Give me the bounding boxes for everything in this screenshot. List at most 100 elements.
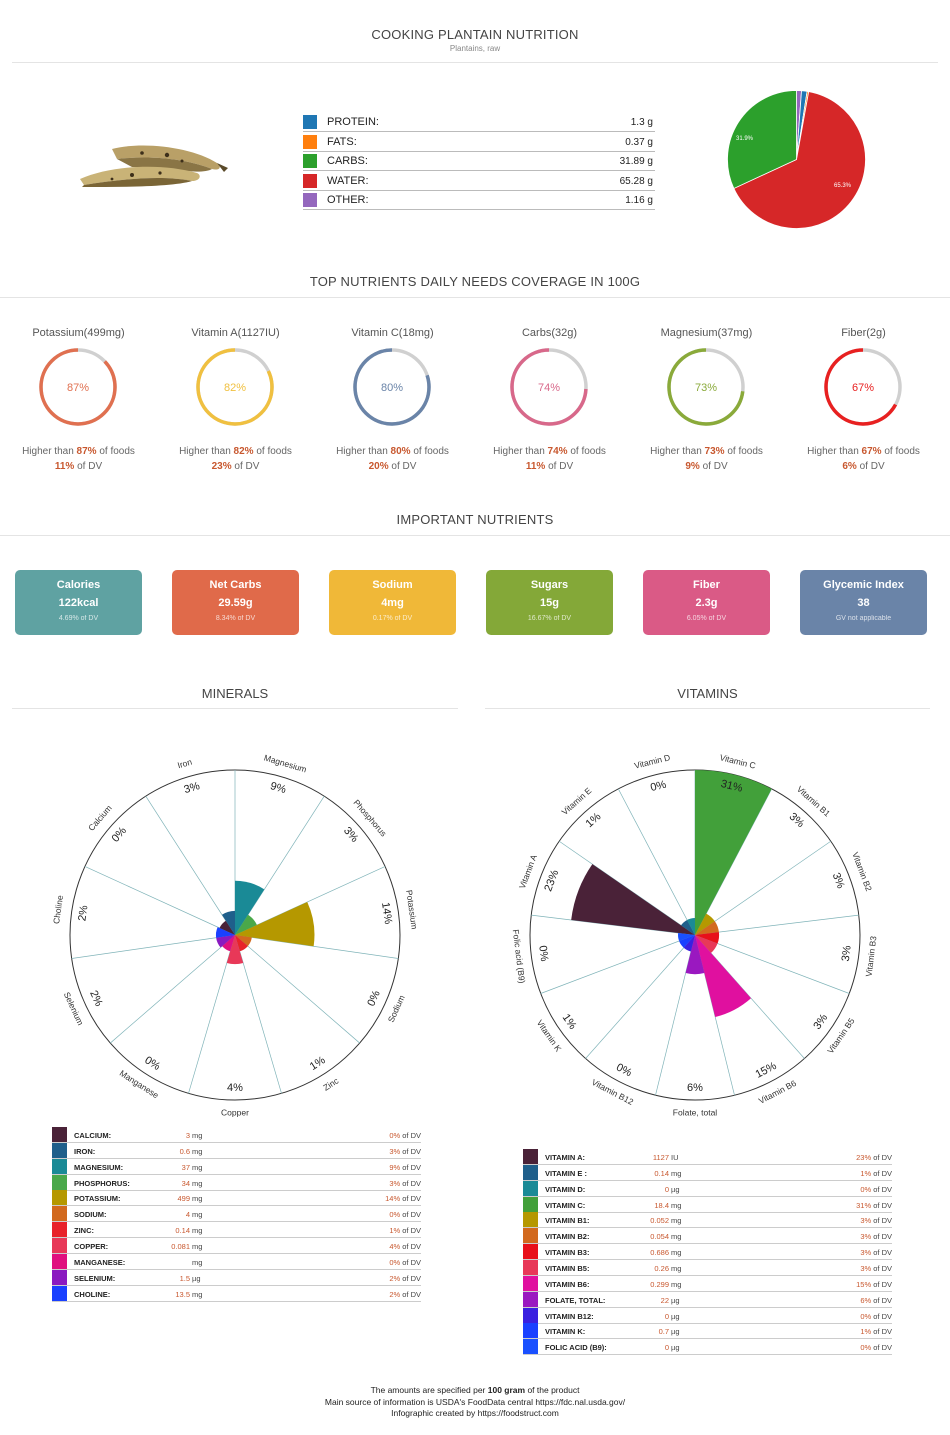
polar-bar-vitamin-b5 xyxy=(695,935,718,954)
dv-suffix: of DV xyxy=(400,1241,421,1251)
dv-suffix: of DV xyxy=(400,1194,421,1204)
polar-bar-vitamin-b6 xyxy=(695,935,752,1018)
polar-bar-selenium xyxy=(216,935,235,948)
dv-suffix: of DV xyxy=(400,1257,421,1267)
legend-swatch xyxy=(52,1285,67,1301)
dv-suffix: of DV xyxy=(400,1210,421,1220)
coverage-desc: Higher than 80% of foods 20% of DV xyxy=(314,444,471,474)
polar-spoke xyxy=(694,934,735,1096)
nutrient-dv: 3% of DV xyxy=(389,1147,421,1156)
dv-suffix: of DV xyxy=(871,1168,892,1178)
desc-text: of DV xyxy=(699,461,728,472)
legend-swatch xyxy=(52,1190,67,1206)
nutrient-card: Fiber 2.3g 6.05% of DV xyxy=(643,570,770,635)
nutrient-name: VITAMIN B1: xyxy=(545,1216,590,1226)
nutrient-row: COPPER: 0.081 mg 4% of DV xyxy=(52,1237,421,1254)
ring-percent: 74% xyxy=(538,382,560,394)
nutrient-dv: 1% of DV xyxy=(860,1327,892,1336)
dv-percent: 2% xyxy=(389,1273,401,1283)
legend-swatch xyxy=(523,1196,538,1212)
nutrient-amount: 0.686 xyxy=(650,1248,669,1258)
polar-category-label: Vitamin B1 xyxy=(795,784,832,819)
ring-progress xyxy=(39,348,117,426)
coverage-item-title: Carbs(32g) xyxy=(521,327,578,339)
polar-spoke xyxy=(188,934,236,1094)
legend-swatch xyxy=(52,1269,67,1285)
nutrient-row: MANGANESE: mg 0% of DV xyxy=(52,1253,421,1270)
dv-suffix: of DV xyxy=(871,1248,892,1258)
polar-value-label: 2% xyxy=(76,904,90,922)
coverage-title: TOP NUTRIENTS DAILY NEEDS COVERAGE IN 10… xyxy=(309,274,641,289)
nutrient-unit: IU xyxy=(671,1153,679,1162)
nutrient-name: VITAMIN E : xyxy=(545,1168,587,1178)
coverage-ring: 82% xyxy=(196,348,274,426)
coverage-item-title: Fiber(2g) xyxy=(841,327,886,339)
macro-label: OTHER: xyxy=(327,194,369,206)
polar-bar-vitamin-b3 xyxy=(695,932,720,944)
polar-spoke xyxy=(84,866,236,936)
nutrient-unit: mg xyxy=(192,1226,203,1236)
dv-percent: 1% xyxy=(389,1226,401,1236)
legend-swatch xyxy=(523,1307,538,1323)
footer-text: The amounts are specified per xyxy=(370,1385,488,1395)
nutrient-row: SODIUM: 4 mg 0% of DV xyxy=(52,1206,421,1223)
polar-bar-potassium xyxy=(235,901,315,947)
polar-category-label: Sodium xyxy=(386,993,407,1023)
page-title: COOKING PLANTAIN NUTRITION xyxy=(371,27,579,42)
nutrient-unit: µg xyxy=(671,1327,680,1337)
nutrient-unit: mg xyxy=(671,1168,682,1178)
desc-text: Higher than xyxy=(493,446,548,457)
desc-text: of DV xyxy=(388,461,417,472)
dv-percent: 1% xyxy=(860,1168,872,1178)
polar-category-label: Folic acid (B9) xyxy=(511,929,527,984)
dv-percent: 23% xyxy=(856,1153,872,1162)
pie-slice-carbs xyxy=(727,90,797,189)
coverage-ring: 73% xyxy=(667,348,745,426)
nutrient-amount: 499 xyxy=(177,1194,190,1204)
nutrient-unit: mg xyxy=(671,1263,682,1273)
nutrient-row: VITAMIN B5: 0.26 mg 3% of DV xyxy=(523,1259,892,1276)
nutrient-amount: 0.081 xyxy=(171,1241,190,1251)
polar-spoke xyxy=(71,934,236,959)
polar-value-label: 0% xyxy=(536,945,550,962)
nutrient-name: VITAMIN A: xyxy=(545,1153,585,1162)
minerals-polar-chart: Calcium0%Iron3%Magnesium9%Phosphorus3%Po… xyxy=(51,753,420,1118)
desc-text: of foods xyxy=(881,446,920,457)
nutrient-dv: 0% of DV xyxy=(860,1343,892,1352)
nutrient-name: SODIUM: xyxy=(74,1210,107,1220)
polar-category-label: Vitamin E xyxy=(560,785,594,817)
card-name: Sugars xyxy=(530,579,569,591)
polar-spoke xyxy=(694,934,805,1059)
dv-percent: 3% xyxy=(389,1146,401,1156)
legend-swatch xyxy=(523,1164,538,1180)
polar-category-label: Vitamin B12 xyxy=(590,1077,635,1107)
ring-progress xyxy=(196,348,274,426)
legend-swatch xyxy=(52,1127,67,1142)
card-name: Net Carbs xyxy=(209,579,262,591)
nutrient-dv: 0% of DV xyxy=(860,1312,892,1321)
polar-spoke xyxy=(694,840,831,936)
dv-suffix: of DV xyxy=(871,1343,892,1353)
polar-value-label: 31% xyxy=(720,778,744,795)
dv-percent: 3% xyxy=(860,1216,872,1226)
nutrient-dv: 3% of DV xyxy=(389,1179,421,1188)
polar-category-label: Vitamin B2 xyxy=(850,851,874,893)
nutrient-amount: 1127 xyxy=(652,1153,669,1162)
dv-percent: 0% xyxy=(860,1184,872,1194)
nutrient-row: SELENIUM: 1.5 µg 2% of DV xyxy=(52,1269,421,1286)
nutrient-name: VITAMIN K: xyxy=(545,1327,586,1337)
coverage-item: Vitamin A(1127IU) 82% Higher than 82% of f… xyxy=(157,327,314,472)
nutrient-unit: mg xyxy=(671,1232,682,1242)
dv-percent: 15% xyxy=(856,1279,872,1289)
polar-bar-folic-acid-b9- xyxy=(678,932,695,942)
polar-category-label: Zinc xyxy=(321,1075,341,1092)
desc-highlight: 82% xyxy=(233,446,254,457)
card-dv: 8.34% of DV xyxy=(215,615,256,622)
dv-suffix: of DV xyxy=(400,1178,421,1188)
polar-value-label: 1% xyxy=(560,1012,579,1032)
macro-row: WATER: 65.28 g xyxy=(303,173,655,191)
desc-text: of foods xyxy=(724,446,763,457)
divider xyxy=(12,62,938,63)
polar-value-label: 6% xyxy=(687,1082,703,1094)
nutrient-name: FOLATE, TOTAL: xyxy=(545,1295,606,1305)
